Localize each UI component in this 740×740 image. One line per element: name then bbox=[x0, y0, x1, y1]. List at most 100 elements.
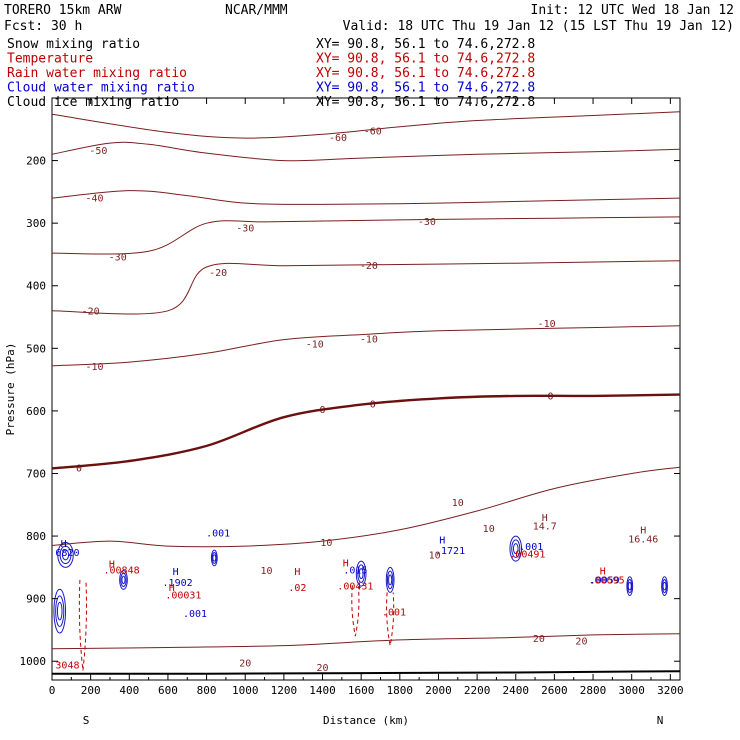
legend-field: Snow mixing ratio bbox=[7, 37, 140, 52]
contour-label: 6820 bbox=[55, 548, 79, 559]
cloud-water-contour bbox=[53, 588, 67, 634]
contour-labels: -60 -60 -50 -40 -30 -30 -30 -20 -20 -20 -10 -10 -10 -… bbox=[55, 127, 658, 674]
legend-xy: XY= 90.8, 56.1 to 74.6,272.8 bbox=[316, 66, 535, 81]
temperature-contours bbox=[51, 111, 681, 650]
temperature-contour bbox=[51, 325, 681, 367]
contour-label: H bbox=[343, 558, 349, 569]
cloud-water-contour bbox=[57, 541, 74, 568]
contour-label: -30 bbox=[109, 252, 127, 263]
x-tick-label: 200 bbox=[81, 684, 101, 697]
plot-frame bbox=[51, 97, 681, 681]
x-axis-label: Distance (km) bbox=[323, 714, 409, 727]
cloud-water-contour bbox=[55, 595, 65, 627]
contour-label: .001 bbox=[183, 609, 207, 620]
x-tick-label: 600 bbox=[158, 684, 178, 697]
contour-label: 10 bbox=[452, 498, 464, 509]
contour-label: 16.46 bbox=[628, 535, 658, 546]
cloud-water-contour bbox=[511, 539, 521, 558]
x-end-label-left: S bbox=[83, 714, 90, 727]
contour-label: H bbox=[600, 567, 606, 578]
contour-label: 0 bbox=[548, 391, 554, 402]
cloud-water-contour bbox=[661, 576, 668, 597]
contour-label: .00031 bbox=[165, 590, 201, 601]
cloud-water-contour bbox=[212, 554, 217, 562]
temperature-contour bbox=[51, 216, 681, 255]
contour-label: -60 bbox=[329, 133, 347, 144]
contour-label: 0 bbox=[370, 400, 376, 411]
rain-water-contour bbox=[78, 579, 87, 671]
cloud-water-contour bbox=[59, 545, 72, 565]
contour-label: 10 bbox=[483, 524, 495, 535]
x-tick-label: 2800 bbox=[580, 684, 607, 697]
x-tick-label: 1600 bbox=[348, 684, 375, 697]
legend-xy: XY= 90.8, 56.1 to 74.6,272.8 bbox=[316, 81, 535, 96]
contour-label: H bbox=[294, 567, 300, 578]
temperature-contour bbox=[51, 393, 681, 470]
contour-label: H bbox=[169, 583, 175, 594]
cloud-water-contour bbox=[627, 581, 632, 591]
contour-label: -20 bbox=[82, 306, 100, 317]
init-time: Init: 12 UTC Wed 18 Jan 12 bbox=[531, 3, 735, 18]
rain-water-contour bbox=[351, 586, 360, 637]
x-tick-label: 1400 bbox=[309, 684, 336, 697]
contour-label: -50 bbox=[89, 146, 107, 157]
contour-label: .00431 bbox=[337, 582, 373, 593]
contour-label: H bbox=[109, 560, 115, 571]
contour-label: 14.7 bbox=[533, 522, 557, 533]
x-tick-label: 2600 bbox=[541, 684, 568, 697]
x-tick-label: 3200 bbox=[657, 684, 684, 697]
contour-label: 10 bbox=[429, 550, 441, 561]
contour-label: -20 bbox=[209, 268, 227, 279]
forecast-hour: Fcst: 30 h bbox=[4, 19, 82, 34]
x-tick-label: 400 bbox=[119, 684, 139, 697]
temperature-contour bbox=[51, 111, 681, 139]
x-tick-label: 1000 bbox=[232, 684, 259, 697]
temperature-contour bbox=[51, 466, 681, 548]
rain-water-contour bbox=[386, 592, 395, 646]
contour-label: .00491 bbox=[509, 550, 545, 561]
legend-xy: XY= 90.8, 56.1 to 74.6,272.8 bbox=[316, 37, 535, 52]
contour-label: 20 bbox=[316, 663, 328, 674]
cloud-water-contour bbox=[627, 579, 633, 594]
y-tick-label: 200 bbox=[26, 155, 46, 168]
y-tick-label: 900 bbox=[26, 593, 46, 606]
x-axis: 0 200 400 600 800 1000 1200 1400 1600 1800 2000 220… bbox=[49, 98, 684, 697]
contour-label: 3048 bbox=[55, 660, 79, 671]
contour-label: H bbox=[439, 535, 445, 546]
contour-label: .00695 bbox=[589, 575, 625, 586]
contour-label: .015 bbox=[343, 565, 367, 576]
legend-xy: XY= 90.8, 56.1 to 74.6,272.8 bbox=[316, 52, 535, 67]
legend-field: Cloud ice mixing ratio bbox=[7, 95, 179, 110]
contour-label: .1721 bbox=[435, 546, 465, 557]
y-tick-label: 300 bbox=[26, 217, 46, 230]
legend-xy: XY= 90.8, 56.1 to 74.6,272.8 bbox=[316, 95, 535, 110]
legend-field: Rain water mixing ratio bbox=[7, 66, 187, 81]
cloud-water-contours bbox=[53, 535, 668, 634]
contour-label: H bbox=[542, 513, 548, 524]
contour-label: -60 bbox=[364, 127, 382, 138]
contour-label: .001 bbox=[519, 542, 543, 553]
temperature-contour bbox=[51, 633, 681, 650]
contour-label: 20 bbox=[239, 659, 251, 670]
contour-label: 0 bbox=[76, 463, 82, 474]
x-tick-label: 800 bbox=[197, 684, 217, 697]
cloud-water-contour bbox=[210, 549, 218, 567]
temperature-contour bbox=[51, 141, 681, 162]
x-tick-label: 2200 bbox=[464, 684, 491, 697]
x-tick-label: 2000 bbox=[425, 684, 452, 697]
cloud-water-contour bbox=[662, 581, 667, 591]
y-tick-label: 600 bbox=[26, 405, 46, 418]
cloud-water-contour bbox=[211, 551, 217, 564]
cloud-water-contour bbox=[121, 575, 126, 585]
y-tick-label: 500 bbox=[26, 342, 46, 355]
contour-label: -10 bbox=[538, 319, 556, 330]
contour-label: -30 bbox=[418, 217, 436, 228]
y-tick-label: 700 bbox=[26, 467, 46, 480]
cloud-water-contour bbox=[119, 569, 128, 590]
contour-label: 10 bbox=[320, 538, 332, 549]
cloud-water-contour bbox=[120, 572, 127, 587]
x-tick-label: 2400 bbox=[503, 684, 530, 697]
y-tick-label: 1000 bbox=[20, 655, 47, 668]
